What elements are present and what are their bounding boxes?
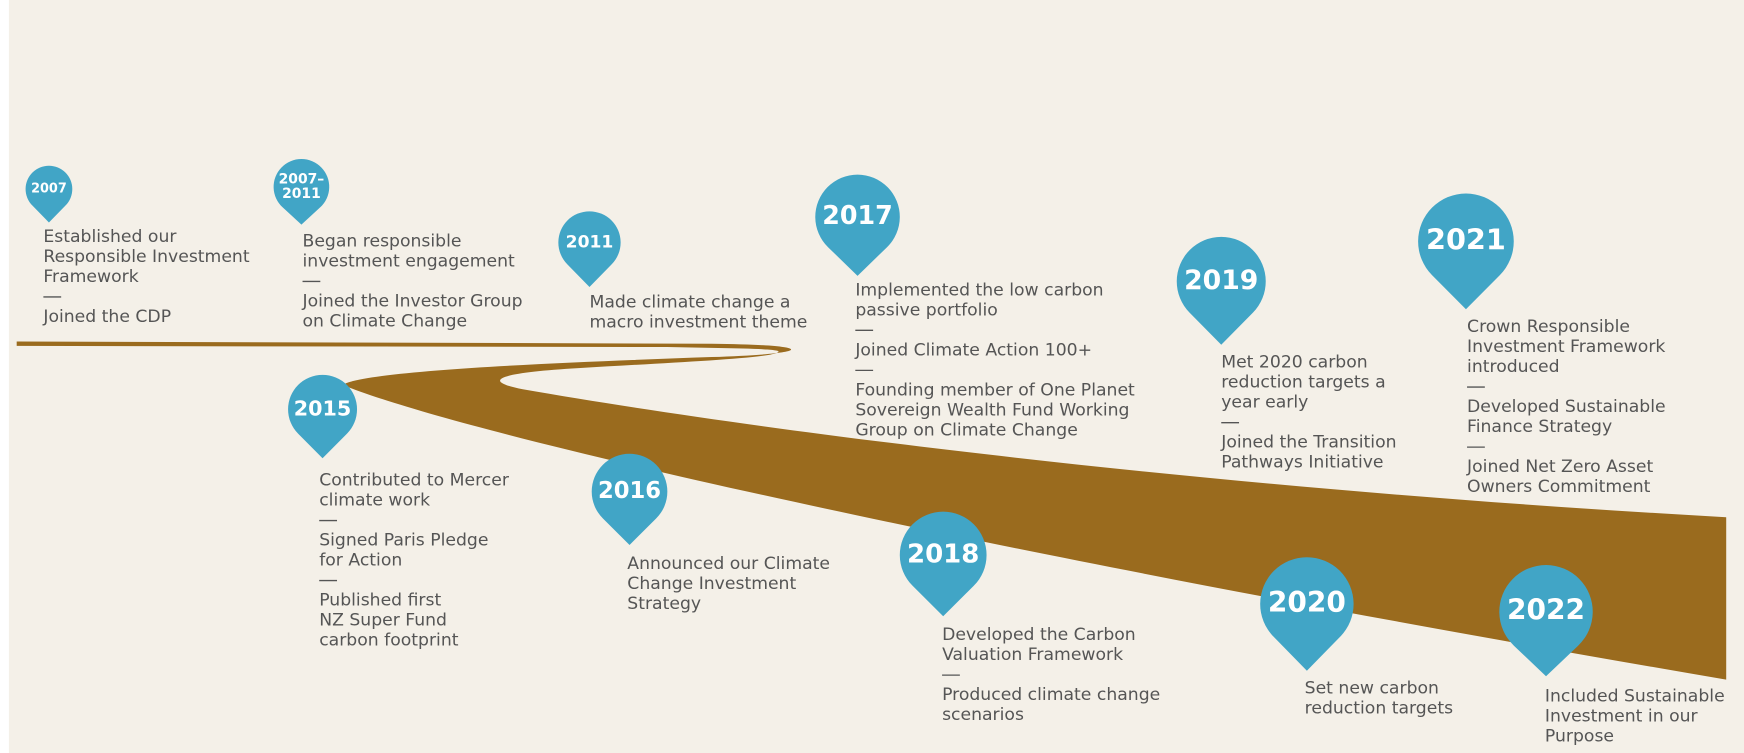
event-text: Sovereign Wealth Fund Working <box>855 400 1129 420</box>
event-text: Joined Climate Action 100+ <box>854 340 1092 360</box>
event-text: climate work <box>319 491 430 511</box>
event-text: reduction targets <box>1305 699 1453 719</box>
pin-year: 2017 <box>822 200 893 230</box>
pin-year: 2018 <box>907 540 979 570</box>
event-text: Made climate change a <box>589 293 790 313</box>
event-text: carbon footprint <box>319 631 459 651</box>
event-text: Contributed to Mercer <box>319 470 510 490</box>
pin-year: 2016 <box>598 478 661 504</box>
event-text: Crown Responsible <box>1467 317 1630 337</box>
pin-year: 2022 <box>1507 594 1585 627</box>
event-text: Responsible Investment <box>43 247 249 267</box>
event-text: Established our <box>43 227 177 247</box>
event-text: Included Sustainable <box>1545 686 1725 706</box>
event-text: Valuation Framework <box>942 645 1123 665</box>
event-text: Developed Sustainable <box>1467 397 1666 417</box>
event-text: Produced climate change <box>942 685 1160 705</box>
pin-year: 2007 <box>31 182 67 197</box>
event-text: Owners Commitment <box>1467 477 1651 497</box>
event-text: reduction targets a <box>1221 373 1385 393</box>
event-text: year early <box>1221 393 1308 413</box>
event-text: for Action <box>319 551 402 571</box>
event-text: Announced our Climate <box>627 554 830 574</box>
event-text: Implemented the low carbon <box>855 280 1103 300</box>
event-text: Met 2020 carbon <box>1221 353 1367 373</box>
event-text: Investment Framework <box>1467 337 1665 357</box>
event-text: Joined Net Zero Asset <box>1466 457 1653 477</box>
pin-year: 2011 <box>282 186 321 202</box>
event-text: Joined the CDP <box>42 307 171 327</box>
event-text: Founding member of One Planet <box>855 380 1135 400</box>
event-text: Strategy <box>627 594 701 614</box>
pin-year: 2021 <box>1426 222 1506 256</box>
event-text: Framework <box>43 267 138 287</box>
event-text: Finance Strategy <box>1467 417 1612 437</box>
event-text: Purpose <box>1545 726 1614 746</box>
event-text: passive portfolio <box>855 300 997 320</box>
event-text: Investment in our <box>1545 706 1699 726</box>
event-text: Change Investment <box>627 574 796 594</box>
event-text: Pathways Initiative <box>1221 453 1383 473</box>
event-text: Published first <box>319 591 441 611</box>
timeline: 2007 Established ourResponsible Investmen… <box>0 0 1744 753</box>
pin-year: 2020 <box>1268 586 1346 619</box>
page: 2007 Established ourResponsible Investmen… <box>0 0 1744 753</box>
event-text: Group on Climate Change <box>855 420 1077 440</box>
event-text: Joined the Transition <box>1220 433 1396 453</box>
event-text: macro investment theme <box>589 313 807 333</box>
pin-year: 2015 <box>294 396 352 420</box>
event-text: introduced <box>1467 357 1560 377</box>
event-text: Set new carbon <box>1305 678 1439 698</box>
event-text: investment engagement <box>303 251 515 271</box>
event-text: Signed Paris Pledge <box>319 531 488 551</box>
event-text: Developed the Carbon <box>942 625 1136 645</box>
event-text: Joined the Investor Group <box>302 291 523 311</box>
event-text: on Climate Change <box>303 311 468 331</box>
event-text: NZ Super Fund <box>319 611 447 631</box>
pin-year: 2011 <box>566 232 614 252</box>
event-text: Began responsible <box>303 231 462 251</box>
event-text: scenarios <box>942 705 1024 725</box>
pin-year: 2019 <box>1184 265 1258 296</box>
